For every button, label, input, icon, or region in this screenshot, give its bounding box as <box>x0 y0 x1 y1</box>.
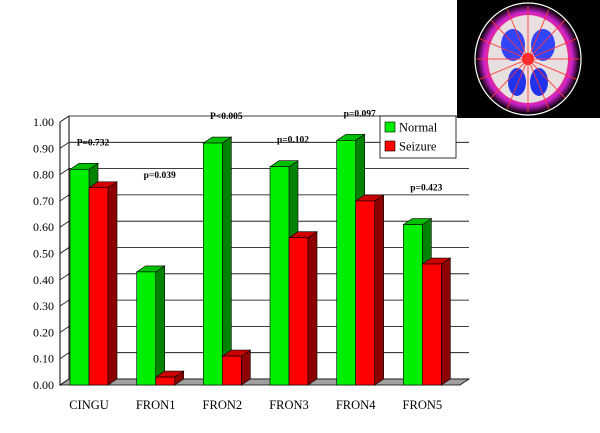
legend-swatch-normal <box>384 121 396 133</box>
p-value-annotation: p=0.423 <box>410 184 442 194</box>
gridline-depth <box>59 247 70 254</box>
seizure-bar <box>355 200 375 386</box>
bar-side <box>155 265 165 386</box>
y-tick-label: 0.20 <box>33 325 54 339</box>
labels: 0.00 0.10 0.20 0.30 0.40 0.50 0.60 0.70 0.80 0.90… <box>33 109 443 412</box>
gridline-depth <box>59 326 70 333</box>
gridline-depth <box>59 194 70 202</box>
y-tick-label: 0.10 <box>33 352 54 366</box>
y-tick-label: 0.00 <box>33 378 54 392</box>
seizure-bar <box>88 187 109 386</box>
y-tick-label: 1.00 <box>33 115 54 129</box>
y-tick-label: 0.50 <box>33 247 54 261</box>
y-tick-label: 0.70 <box>33 194 54 208</box>
y-tick-label: 0.30 <box>33 299 54 313</box>
seizure-bar <box>222 355 242 386</box>
p-value-annotation: P=0.732 <box>77 138 110 148</box>
p-value-annotation: p=0.097 <box>344 109 376 119</box>
seizure-bar <box>288 237 309 386</box>
x-tick-label: FRON3 <box>269 398 309 412</box>
y-tick-label: 0.80 <box>33 168 54 182</box>
legend-label-normal: Normal <box>399 121 438 135</box>
brain-scan-image <box>457 0 600 118</box>
normal-bar <box>136 271 156 386</box>
gridline-depth <box>59 141 70 149</box>
normal-bar <box>336 140 356 386</box>
legend-swatch-seizure <box>384 140 396 152</box>
gridline-depth <box>59 220 70 228</box>
gridline-depth <box>59 352 70 360</box>
gridline-depth <box>59 273 70 281</box>
normal-bar <box>269 166 290 386</box>
normal-bar <box>69 169 90 386</box>
x-tick-label: FRON1 <box>136 398 176 412</box>
bar-side <box>222 136 232 386</box>
gridlines <box>59 115 469 386</box>
bars <box>69 133 452 386</box>
x-tick-label: FRON2 <box>203 398 243 412</box>
bar-side <box>107 181 118 386</box>
p-value-annotation: P<0.005 <box>210 112 243 122</box>
seizure-bar <box>155 376 175 386</box>
seizure-bar <box>422 263 442 386</box>
x-tick-label: CINGU <box>69 398 109 412</box>
y-tick-label: 0.90 <box>33 141 54 155</box>
normal-bar <box>403 224 423 386</box>
y-tick-label: 0.60 <box>33 220 54 234</box>
gridline-depth <box>59 299 70 307</box>
x-tick-label: FRON4 <box>336 398 376 412</box>
normal-bar <box>203 142 223 386</box>
bar-side <box>307 231 318 386</box>
gridline-depth <box>59 115 70 123</box>
bar-side <box>374 194 384 386</box>
p-value-annotation: p=0.039 <box>144 171 176 181</box>
y-tick-label: 0.40 <box>33 273 54 287</box>
x-tick-label: FRON5 <box>403 398 443 412</box>
gridline-depth <box>59 168 70 175</box>
legend: Normal Seizure <box>379 115 457 159</box>
bar-side <box>441 257 451 386</box>
p-value-annotation: p=0.102 <box>277 136 309 146</box>
legend-label-seizure: Seizure <box>399 140 437 154</box>
